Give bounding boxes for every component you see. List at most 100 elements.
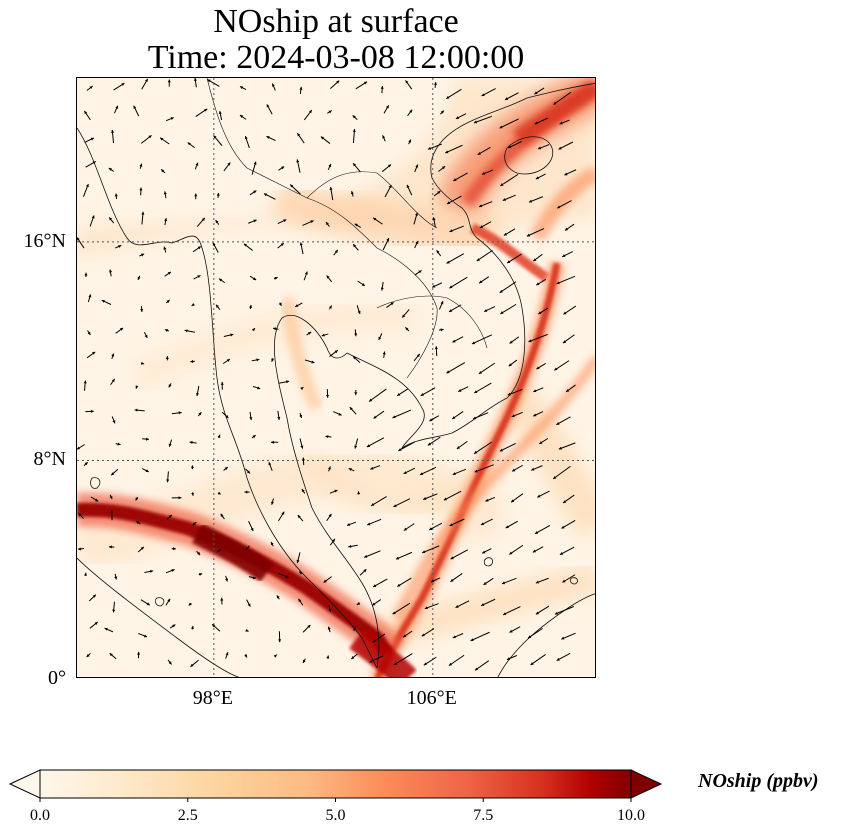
wind-arrow [330,80,340,90]
wind-vectors [77,78,577,671]
wind-arrow [166,471,170,483]
wind-arrow [137,275,141,281]
wind-arrow [533,411,544,417]
lon-tick-label: 106°E [406,687,457,709]
wind-arrow [137,546,145,553]
wind-arrow [405,326,410,332]
wind-arrow [559,119,570,125]
wind-arrow [215,304,221,310]
wind-arrow [243,243,253,251]
wind-arrow [414,240,419,249]
wind-arrow [188,602,192,606]
wind-arrow [84,137,95,143]
wind-arrow [539,437,549,445]
wind-arrow [424,603,439,610]
wind-arrow [301,457,305,466]
wind-arrow [357,280,366,287]
wind-arrow [533,387,544,393]
wind-arrow [168,439,173,447]
wind-arrow [378,333,383,341]
wind-arrow [244,490,250,494]
wind-arrow [532,546,544,553]
wind-arrow [386,302,394,308]
wind-arrow [192,521,197,526]
wind-arrow [113,82,125,91]
wind-arrow [296,132,305,144]
wind-arrow [113,105,119,114]
wind-arrow [509,626,521,633]
wind-arrow [528,333,548,343]
wind-arrow [302,624,311,633]
wind-arrow [564,223,575,231]
wind-arrow [223,466,229,471]
colorbar-gradient [39,769,632,799]
wind-arrow [86,351,96,359]
wind-arrow [247,219,257,224]
wind-arrow [251,327,256,332]
wind-arrow [184,329,196,333]
wind-arrow [112,601,116,613]
wind-arrow [352,355,361,363]
wind-arrow [302,658,306,664]
wind-arrow [429,415,440,422]
wind-arrow [90,496,99,502]
wind-arrow [320,136,331,144]
wind-arrow [392,602,411,615]
wind-arrow [133,105,140,117]
wind-arrow [89,215,95,227]
wind-arrow [535,605,550,615]
wind-arrow [439,110,445,115]
wind-arrow [507,388,523,396]
wind-arrow [278,511,285,522]
wind-arrow [508,359,518,367]
wind-arrow [397,577,412,587]
wind-arrow [114,573,118,580]
wind-arrow [193,274,201,280]
colorbar-tick-label: 0.0 [30,807,50,824]
wind-arrow [278,302,282,307]
wind-arrow [369,655,384,663]
wind-arrow [166,299,170,304]
wind-arrow [422,545,440,554]
wind-arrow [472,412,489,420]
wind-arrow [110,509,114,521]
wind-arrow [245,545,250,551]
wind-arrow [357,491,361,495]
wind-arrow [198,572,203,576]
wind-arrow [329,186,334,201]
wind-arrow [506,253,522,264]
wind-arrow [270,498,274,505]
wind-arrow [531,465,543,471]
wind-arrow [537,490,550,498]
wind-arrow [530,654,546,666]
wind-arrow [556,652,571,661]
wind-arrow [382,237,390,251]
wind-arrow [195,385,200,397]
wind-arrow [448,654,465,667]
wind-arrow [289,184,301,195]
wind-arrow [383,105,390,114]
wind-arrow [189,440,197,444]
wind-arrow [354,438,359,449]
colorbar [8,769,663,802]
wind-arrow [382,135,386,142]
wind-arrow [187,142,195,149]
wind-arrow [414,164,419,173]
wind-arrow [270,541,274,547]
wind-arrow [327,626,331,633]
wind-arrow [536,362,546,370]
wind-arrow [535,577,549,584]
wind-arrow [115,244,122,249]
wind-arrow [458,386,469,393]
wind-arrow [327,110,332,114]
wind-arrow [111,416,116,424]
wind-arrow [115,327,124,334]
wind-arrow [329,489,338,494]
wind-arrow [195,108,208,117]
wind-arrow [327,466,331,472]
wind-arrow [207,79,220,87]
wind-arrow [478,201,493,208]
wind-arrow [481,169,494,175]
wind-arrow [328,305,333,310]
wind-arrow [502,194,516,201]
